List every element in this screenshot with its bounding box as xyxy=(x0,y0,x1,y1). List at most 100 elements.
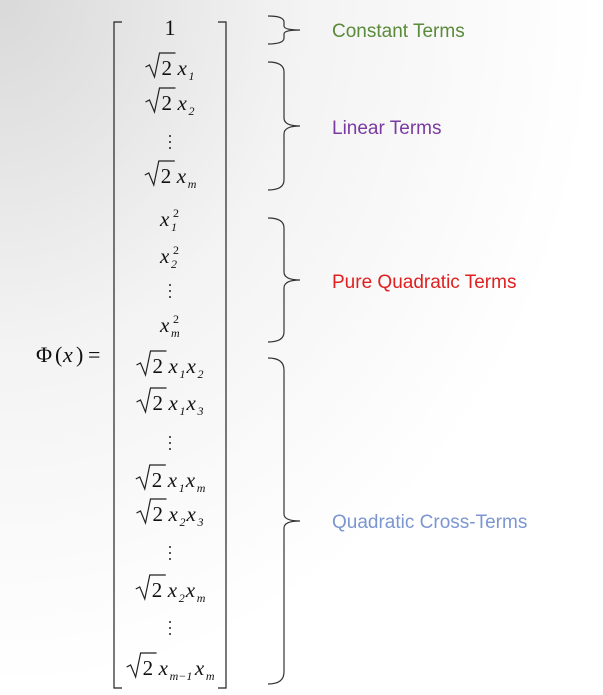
brace-linear xyxy=(267,61,301,191)
label-quadratic-cross-terms: Quadratic Cross-Terms xyxy=(332,512,527,533)
open-paren: ( xyxy=(55,342,62,367)
subscript: 1 xyxy=(179,481,185,495)
lhs-variable: x xyxy=(62,342,73,367)
subscript: 2 xyxy=(180,515,186,529)
label-linear-terms: Linear Terms xyxy=(332,118,441,139)
subscript: m xyxy=(171,326,180,340)
variable-x: x xyxy=(168,391,179,415)
variable-x: x xyxy=(176,164,187,188)
subscript: 2 xyxy=(198,367,204,381)
ellipsis-dot xyxy=(169,296,171,298)
sqrt-sign xyxy=(126,652,157,680)
ellipsis-dot xyxy=(169,436,171,438)
variable-x: x xyxy=(167,468,178,492)
variable-x: x xyxy=(186,391,197,415)
variable-x: x xyxy=(177,56,188,80)
sqrt-radicand: 2 xyxy=(152,468,163,492)
subscript: 3 xyxy=(197,515,204,529)
lhs-expression: Φ ( x ) = xyxy=(36,342,100,367)
sqrt-sign xyxy=(144,160,175,188)
vertical-ellipsis xyxy=(169,621,171,635)
phi-symbol: Φ xyxy=(36,342,52,367)
label-constant-terms: Constant Terms xyxy=(332,21,465,42)
sqrt-radicand: 2 xyxy=(143,656,154,680)
superscript: 2 xyxy=(173,243,179,257)
vertical-ellipsis xyxy=(169,546,171,560)
ellipsis-dot xyxy=(169,621,171,623)
superscript: 2 xyxy=(173,312,179,326)
sqrt-sign xyxy=(136,350,167,378)
variable-x: x xyxy=(158,656,169,680)
sqrt-radicand: 2 xyxy=(152,578,163,602)
ellipsis-dot xyxy=(169,442,171,444)
subscript: m xyxy=(197,481,206,495)
variable-x: x xyxy=(167,578,178,602)
vector-entry: 1 xyxy=(165,15,176,40)
subscript: 2 xyxy=(171,257,177,271)
variable-x: x xyxy=(159,207,170,231)
ellipsis-dot xyxy=(169,135,171,137)
ellipsis-dot xyxy=(169,546,171,548)
subscript: 1 xyxy=(171,220,177,234)
sqrt-radicand: 2 xyxy=(162,91,173,115)
variable-x: x xyxy=(185,578,196,602)
vertical-ellipsis xyxy=(169,284,171,298)
subscript: 1 xyxy=(180,367,186,381)
variable-x: x xyxy=(186,502,197,526)
brace-constant xyxy=(267,15,301,45)
subscript: m xyxy=(206,669,215,683)
variable-x: x xyxy=(186,354,197,378)
sqrt-radicand: 2 xyxy=(162,56,173,80)
subscript: 1 xyxy=(180,404,186,418)
ellipsis-dot xyxy=(169,558,171,560)
vector-entry: x 12 xyxy=(159,206,179,234)
group-pure-quadratic: Pure Quadratic Terms xyxy=(267,217,516,343)
ellipsis-dot xyxy=(169,147,171,149)
subscript: m xyxy=(188,177,197,191)
vector-entry: 2 x m−1 x m xyxy=(126,652,215,683)
variable-x: x xyxy=(185,468,196,492)
variable-x: x xyxy=(168,502,179,526)
ellipsis-dot xyxy=(169,627,171,629)
sqrt-radicand: 2 xyxy=(153,391,164,415)
subscript: 2 xyxy=(189,104,195,118)
vertical-ellipsis xyxy=(169,436,171,450)
ellipsis-dot xyxy=(169,633,171,635)
vertical-ellipsis xyxy=(169,135,171,149)
brace-pure-quadratic xyxy=(267,217,301,343)
variable-x: x xyxy=(177,91,188,115)
ellipsis-dot xyxy=(169,552,171,554)
ellipsis-dot xyxy=(169,448,171,450)
sqrt-sign xyxy=(136,498,167,526)
label-pure-quadratic-terms: Pure Quadratic Terms xyxy=(332,272,516,293)
brace-cross xyxy=(267,357,301,685)
matrix-right-bracket xyxy=(218,21,227,689)
variable-x: x xyxy=(159,313,170,337)
sqrt-sign xyxy=(135,464,166,492)
group-linear: Linear Terms xyxy=(267,61,441,191)
sqrt-sign xyxy=(136,387,167,415)
sqrt-sign xyxy=(135,574,166,602)
ellipsis-dot xyxy=(169,290,171,292)
ellipsis-dot xyxy=(169,141,171,143)
close-paren: ) xyxy=(76,342,83,367)
matrix-left-bracket xyxy=(113,21,122,689)
subscript: 2 xyxy=(179,591,185,605)
subscript: 1 xyxy=(189,69,195,83)
equals-sign: = xyxy=(88,342,100,367)
subscript: m xyxy=(197,591,206,605)
sqrt-sign xyxy=(145,87,176,115)
subscript: m−1 xyxy=(170,669,193,683)
ellipsis-dot xyxy=(169,284,171,286)
sqrt-radicand: 2 xyxy=(161,164,172,188)
variable-x: x xyxy=(194,656,205,680)
sqrt-radicand: 2 xyxy=(153,502,164,526)
